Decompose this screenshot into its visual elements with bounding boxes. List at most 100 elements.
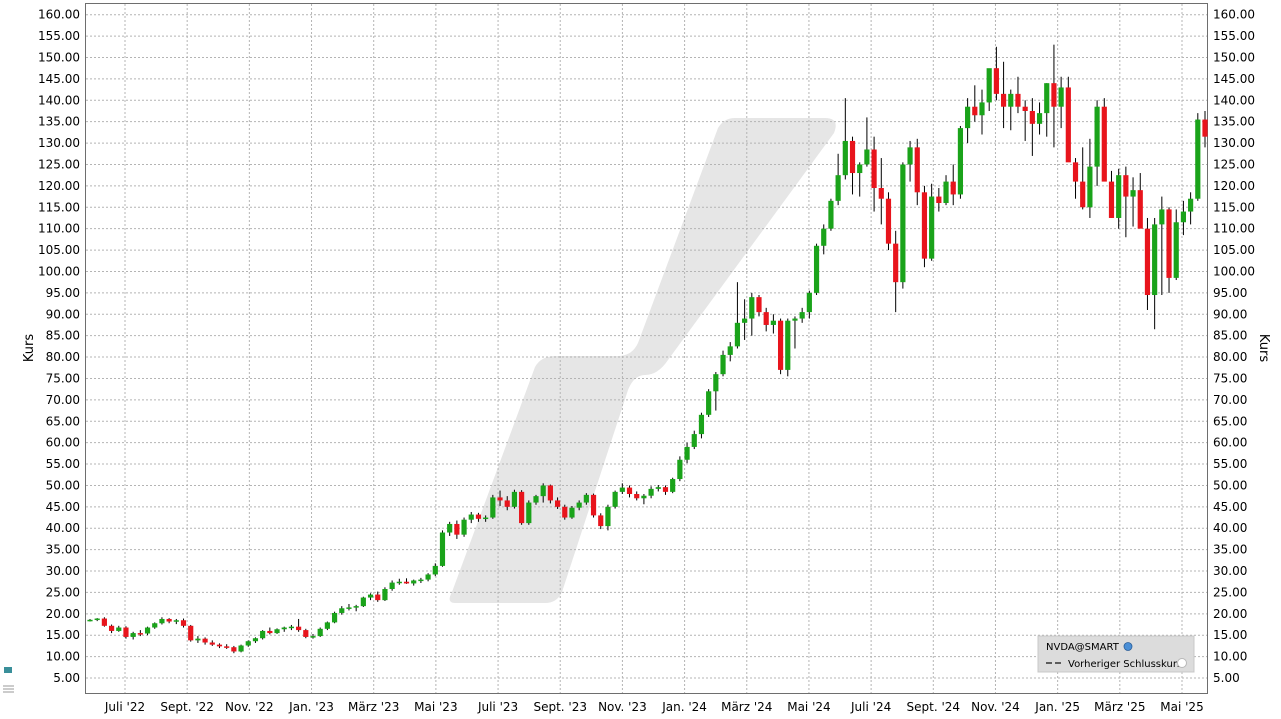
candle-body — [1094, 106, 1100, 167]
candle-body — [511, 491, 518, 507]
candle-body — [965, 106, 971, 129]
y-tick-left: 25.00 — [46, 585, 80, 599]
candle-up — [576, 500, 582, 511]
candle-body — [957, 128, 964, 195]
y-axis-title-right: Kurs — [1256, 334, 1271, 362]
x-tick-label: Jan. '23 — [288, 700, 334, 714]
candle-body — [770, 320, 776, 325]
x-axis: Juli '22 Sept. '22 Nov. '22 Jan. '23 März '2… — [104, 700, 1204, 714]
x-tick-label: Juli '24 — [850, 700, 891, 714]
candle-up — [965, 98, 971, 144]
candle-body — [936, 196, 942, 203]
candle-up — [583, 493, 589, 505]
candle-up — [684, 442, 690, 464]
candle-body — [296, 626, 302, 631]
candle-body — [1000, 93, 1007, 107]
candle-body — [331, 612, 338, 623]
candle-down — [1080, 147, 1086, 210]
globe-icon[interactable] — [1123, 642, 1133, 651]
candle-up — [648, 486, 654, 499]
candle-body — [526, 502, 532, 524]
candle-body — [1116, 175, 1122, 218]
candle-down — [216, 643, 223, 649]
candle-body — [382, 589, 388, 601]
candle-up — [1094, 100, 1100, 186]
candle-body — [540, 485, 546, 497]
candle-up — [1159, 196, 1165, 296]
y-axis-right: 5.00 10.00 15.00 20.00 25.00 30.00 35.00 40.00 4… — [1213, 8, 1255, 685]
candle-body — [439, 532, 446, 566]
candle-up — [749, 292, 755, 336]
candle-body — [684, 446, 690, 460]
candle-up — [979, 89, 985, 135]
candle-body — [483, 517, 489, 520]
candle-down — [1065, 76, 1071, 163]
candle-up — [396, 578, 402, 585]
candle-body — [468, 514, 474, 520]
candle-up — [540, 483, 546, 503]
candle-body — [893, 243, 899, 283]
candle-up — [281, 626, 287, 632]
side-toolbar-icon[interactable] — [3, 667, 14, 693]
legend-toggle-icon[interactable] — [1177, 658, 1187, 668]
candle-down — [497, 490, 503, 506]
candle-up — [864, 117, 870, 167]
candle-body — [137, 633, 143, 635]
candle-up — [641, 494, 647, 505]
candle-body — [1036, 113, 1043, 124]
candle-up — [842, 98, 848, 180]
candle-body — [238, 645, 244, 652]
candle-up — [152, 622, 158, 629]
candle-body — [828, 200, 834, 229]
candle-body — [871, 149, 877, 189]
candle-body — [626, 487, 633, 495]
candle-up — [144, 626, 151, 636]
y-tick-left: 60.00 — [46, 436, 80, 450]
candle-down — [871, 136, 877, 212]
y-tick-left: 55.00 — [46, 457, 80, 471]
candle-body — [979, 102, 985, 116]
y-tick-right: 75.00 — [1213, 371, 1247, 385]
candle-up — [353, 604, 359, 612]
candle-up — [425, 573, 431, 582]
candle-up — [173, 618, 179, 625]
x-tick-label: Sept. '22 — [160, 700, 214, 714]
candle-body — [641, 495, 647, 499]
candle-up — [1195, 113, 1201, 201]
y-tick-left: 140.00 — [38, 93, 80, 107]
candle-body — [921, 192, 928, 259]
candle-body — [648, 488, 654, 496]
candle-body — [677, 459, 683, 480]
candle-up — [331, 611, 338, 624]
candle-down — [893, 230, 899, 313]
y-tick-left: 75.00 — [46, 371, 80, 385]
candle-body — [231, 647, 237, 652]
candle-body — [943, 181, 949, 203]
candle-down — [626, 485, 633, 498]
candle-body — [1015, 93, 1021, 107]
candle-body — [1173, 222, 1179, 278]
candle-up — [490, 494, 496, 519]
candle-body — [777, 320, 784, 370]
x-tick-label: März '24 — [721, 700, 772, 714]
candle-down — [634, 491, 640, 501]
candle-body — [1051, 83, 1057, 107]
legend-background — [1037, 635, 1195, 673]
y-tick-right: 25.00 — [1213, 585, 1247, 599]
candle-down — [562, 504, 568, 520]
candle-body — [411, 580, 417, 584]
candle-up — [317, 627, 323, 637]
candle-up — [1087, 138, 1093, 218]
candle-body — [605, 506, 611, 527]
x-tick-label: Jan. '25 — [1034, 700, 1080, 714]
candle-body — [1180, 211, 1187, 223]
candle-body — [310, 636, 316, 638]
candle-up — [195, 636, 201, 643]
candle-down — [885, 192, 892, 251]
y-tick-left: 40.00 — [46, 521, 80, 535]
y-tick-left: 10.00 — [46, 650, 80, 664]
y-tick-right: 10.00 — [1213, 650, 1247, 664]
candle-body — [900, 164, 906, 283]
candle-body — [1029, 110, 1035, 124]
y-tick-right: 130.00 — [1213, 136, 1255, 150]
